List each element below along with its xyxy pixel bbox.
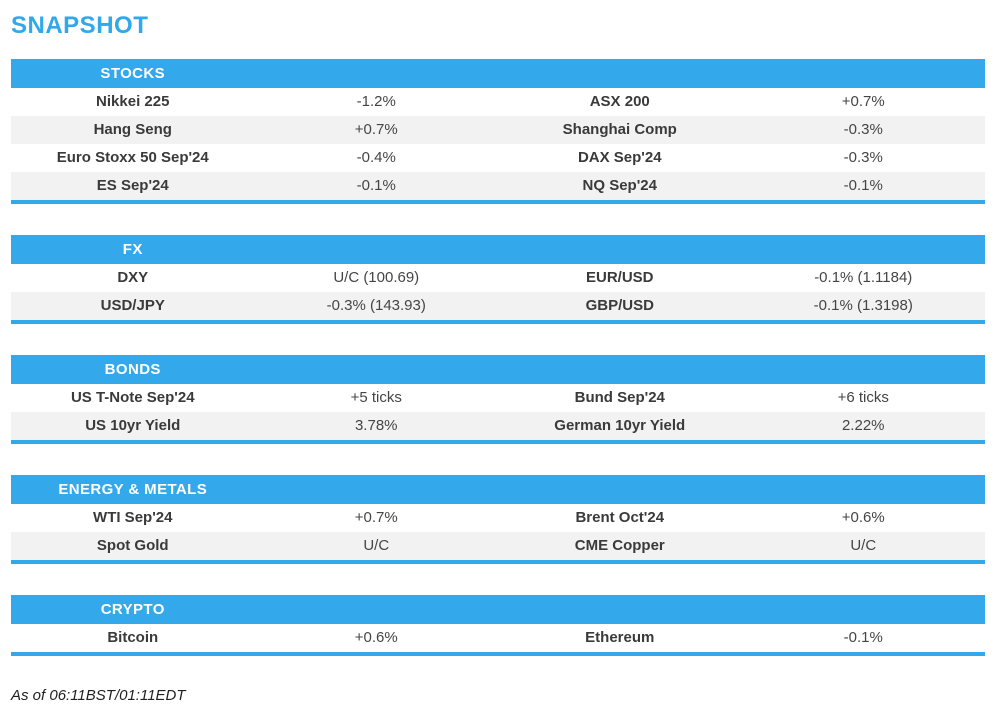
page-title: SNAPSHOT <box>11 12 149 39</box>
table-row: DXY U/C (100.69) EUR/USD -0.1% (1.1184) <box>11 264 985 292</box>
section-header-label: BONDS <box>104 361 161 378</box>
markets-table: STOCKS Nikkei 225 -1.2% ASX 200 +0.7% Ha… <box>11 59 985 656</box>
instrument-value: -0.1% <box>843 629 883 646</box>
instrument-value: -0.1% (1.3198) <box>813 297 913 314</box>
section-header-label: STOCKS <box>100 65 166 82</box>
instrument-label: ASX 200 <box>589 93 650 110</box>
instrument-label: German 10yr Yield <box>554 417 686 434</box>
instrument-value: -0.1% <box>843 177 883 194</box>
instrument-value: +0.6% <box>354 629 398 646</box>
instrument-value: -0.3% <box>843 121 883 138</box>
instrument-label: US 10yr Yield <box>85 417 181 434</box>
table-row: USD/JPY -0.3% (143.93) GBP/USD -0.1% (1.… <box>11 292 985 320</box>
table-row: WTI Sep'24 +0.7% Brent Oct'24 +0.6% <box>11 504 985 532</box>
table-row: US 10yr Yield 3.78% German 10yr Yield 2.… <box>11 412 985 440</box>
section-header-label: FX <box>122 241 143 258</box>
section-crypto: CRYPTO Bitcoin +0.6% Ethereum -0.1% <box>11 595 985 656</box>
instrument-value: U/C (100.69) <box>333 269 420 286</box>
section-header-bar: ENERGY & METALS <box>11 475 985 504</box>
section-header-bar: CRYPTO <box>11 595 985 624</box>
footer-timestamp: As of 06:11BST/01:11EDT <box>11 687 186 704</box>
instrument-label: Bitcoin <box>107 629 159 646</box>
section-fx: FX DXY U/C (100.69) EUR/USD -0.1% (1.118… <box>11 235 985 324</box>
instrument-label: Spot Gold <box>96 537 169 554</box>
instrument-label: Nikkei 225 <box>96 93 170 110</box>
section-rows: US T-Note Sep'24 +5 ticks Bund Sep'24 +6… <box>11 384 985 440</box>
instrument-label: US T-Note Sep'24 <box>70 389 195 406</box>
table-row: Bitcoin +0.6% Ethereum -0.1% <box>11 624 985 652</box>
instrument-value: -0.1% (1.1184) <box>814 269 913 286</box>
instrument-label: USD/JPY <box>100 297 165 314</box>
instrument-label: ES Sep'24 <box>96 177 169 194</box>
instrument-value: -0.1% <box>356 177 396 194</box>
instrument-value: U/C <box>363 537 390 554</box>
section-stocks: STOCKS Nikkei 225 -1.2% ASX 200 +0.7% Ha… <box>11 59 985 204</box>
section-energy-metals: ENERGY & METALS WTI Sep'24 +0.7% Brent O… <box>11 475 985 564</box>
instrument-value: U/C <box>850 537 877 554</box>
section-rows: Bitcoin +0.6% Ethereum -0.1% <box>11 624 985 652</box>
instrument-value: 2.22% <box>841 417 885 434</box>
instrument-label: CME Copper <box>574 537 665 554</box>
instrument-value: +0.6% <box>841 509 885 526</box>
instrument-label: Ethereum <box>585 629 655 646</box>
table-row: Hang Seng +0.7% Shanghai Comp -0.3% <box>11 116 985 144</box>
instrument-value: +0.7% <box>841 93 885 110</box>
instrument-label: DXY <box>117 269 149 286</box>
section-header-bar: BONDS <box>11 355 985 384</box>
section-rows: DXY U/C (100.69) EUR/USD -0.1% (1.1184) … <box>11 264 985 320</box>
instrument-value: -0.3% (143.93) <box>326 297 426 314</box>
instrument-value: -0.4% <box>356 149 396 166</box>
instrument-label: Euro Stoxx 50 Sep'24 <box>56 149 209 166</box>
table-row: Spot Gold U/C CME Copper U/C <box>11 532 985 560</box>
section-header-bar: FX <box>11 235 985 264</box>
instrument-value: -0.3% <box>843 149 883 166</box>
instrument-value: +5 ticks <box>350 389 402 406</box>
instrument-value: +0.7% <box>354 509 398 526</box>
instrument-value: +6 ticks <box>837 389 889 406</box>
section-header-bar: STOCKS <box>11 59 985 88</box>
section-rows: Nikkei 225 -1.2% ASX 200 +0.7% Hang Seng… <box>11 88 985 200</box>
table-row: ES Sep'24 -0.1% NQ Sep'24 -0.1% <box>11 172 985 200</box>
instrument-label: Shanghai Comp <box>562 121 677 138</box>
instrument-label: Hang Seng <box>93 121 172 138</box>
instrument-value: 3.78% <box>354 417 398 434</box>
instrument-value: -1.2% <box>356 93 396 110</box>
section-header-label: CRYPTO <box>100 601 165 618</box>
section-rows: WTI Sep'24 +0.7% Brent Oct'24 +0.6% Spot… <box>11 504 985 560</box>
table-row: Euro Stoxx 50 Sep'24 -0.4% DAX Sep'24 -0… <box>11 144 985 172</box>
table-row: US T-Note Sep'24 +5 ticks Bund Sep'24 +6… <box>11 384 985 412</box>
instrument-label: WTI Sep'24 <box>93 509 173 526</box>
instrument-value: +0.7% <box>354 121 398 138</box>
instrument-label: EUR/USD <box>585 269 654 286</box>
instrument-label: Bund Sep'24 <box>574 389 665 406</box>
table-row: Nikkei 225 -1.2% ASX 200 +0.7% <box>11 88 985 116</box>
instrument-label: GBP/USD <box>585 297 654 314</box>
instrument-label: DAX Sep'24 <box>577 149 662 166</box>
instrument-label: Brent Oct'24 <box>575 509 665 526</box>
section-bonds: BONDS US T-Note Sep'24 +5 ticks Bund Sep… <box>11 355 985 444</box>
section-header-label: ENERGY & METALS <box>58 481 208 498</box>
instrument-label: NQ Sep'24 <box>582 177 657 194</box>
